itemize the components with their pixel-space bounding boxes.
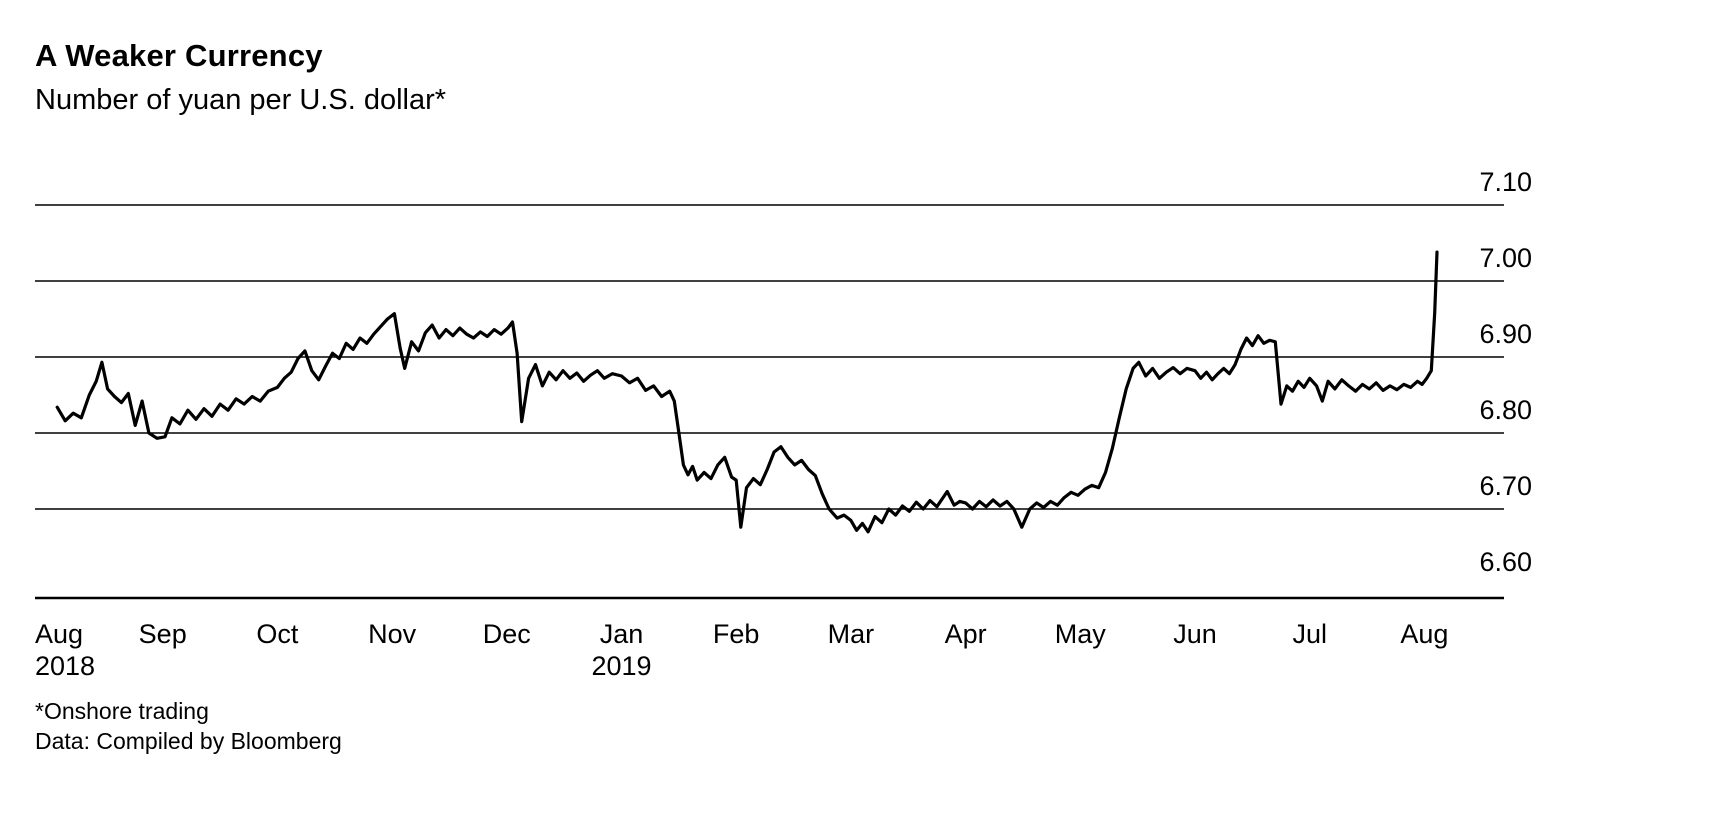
x-tick-label: Jan xyxy=(600,619,644,649)
x-tick-label: Feb xyxy=(713,619,760,649)
y-tick-label: 7.10 xyxy=(1479,167,1532,197)
x-tick-label: Mar xyxy=(828,619,875,649)
x-tick-label: Jul xyxy=(1292,619,1327,649)
x-tick-label: May xyxy=(1055,619,1107,649)
x-tick-label: Nov xyxy=(368,619,417,649)
x-tick-year-label: 2019 xyxy=(591,651,651,681)
y-tick-label: 6.70 xyxy=(1479,471,1532,501)
x-tick-label: Aug xyxy=(1400,619,1448,649)
x-tick-label: Aug xyxy=(35,619,83,649)
y-tick-label: 6.60 xyxy=(1479,547,1532,577)
series-line xyxy=(55,250,1439,534)
x-tick-label: Oct xyxy=(256,619,299,649)
gridlines xyxy=(35,204,1504,510)
x-tick-label: Jun xyxy=(1173,619,1217,649)
x-tick-label: Apr xyxy=(945,619,987,649)
chart-source-credit: Data: Compiled by Bloomberg xyxy=(35,728,342,754)
y-axis-labels: 7.10 7.00 6.90 6.80 6.70 6.60 xyxy=(1479,167,1532,577)
chart-footnote: *Onshore trading xyxy=(35,698,209,724)
chart-title: A Weaker Currency xyxy=(35,38,323,73)
x-tick-label: Sep xyxy=(139,619,187,649)
chart-subtitle: Number of yuan per U.S. dollar* xyxy=(35,84,447,116)
y-tick-label: 6.90 xyxy=(1479,319,1532,349)
y-tick-label: 6.80 xyxy=(1479,395,1532,425)
x-tick-label: Dec xyxy=(483,619,531,649)
x-tick-year-label: 2018 xyxy=(35,651,95,681)
y-tick-label: 7.00 xyxy=(1479,243,1532,273)
